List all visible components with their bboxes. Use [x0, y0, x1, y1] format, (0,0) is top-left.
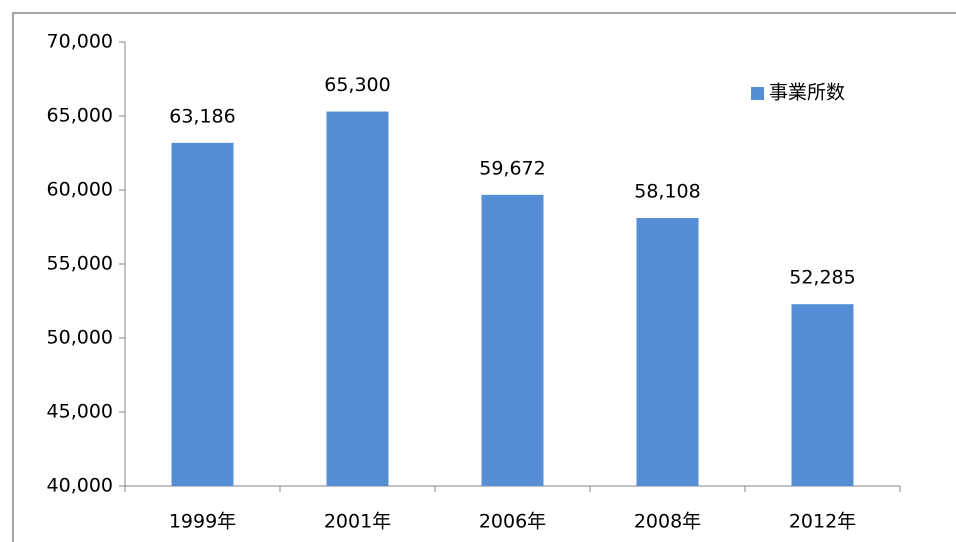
y-tick-label: 40,000 — [47, 475, 113, 497]
x-tick-label: 2006年 — [479, 511, 546, 533]
y-tick-label: 70,000 — [47, 31, 113, 53]
x-tick-label: 1999年 — [169, 511, 236, 533]
x-tick-label: 2001年 — [324, 511, 391, 533]
y-tick-label: 65,000 — [47, 105, 113, 127]
y-tick-label: 60,000 — [47, 179, 113, 201]
bar — [326, 111, 389, 486]
x-tick-label: 2008年 — [634, 511, 701, 533]
data-label: 59,672 — [479, 157, 545, 179]
bar — [791, 304, 854, 486]
bar — [171, 142, 234, 486]
legend-label: 事業所数 — [769, 82, 845, 104]
bar — [481, 194, 544, 486]
data-label: 63,186 — [169, 105, 235, 127]
x-tick-label: 2012年 — [789, 511, 856, 533]
data-label: 58,108 — [634, 181, 700, 203]
legend-swatch — [751, 87, 764, 100]
data-label: 52,285 — [789, 267, 855, 289]
bar — [636, 218, 699, 487]
y-tick-label: 45,000 — [47, 401, 113, 423]
y-tick-label: 55,000 — [47, 253, 113, 275]
y-tick-label: 50,000 — [47, 327, 113, 349]
chart-border — [12, 12, 956, 542]
data-label: 65,300 — [324, 74, 390, 96]
